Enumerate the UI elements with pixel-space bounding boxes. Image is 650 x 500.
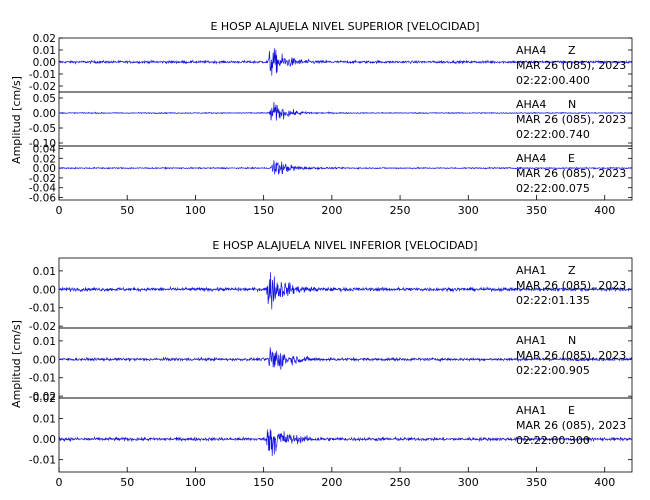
- chart-inferior-panel-2-station-label: AHA1: [516, 334, 546, 347]
- chart-inferior-panel-3-waveform: [58, 428, 633, 457]
- chart-superior-panel-1-date-label: MAR 26 (085), 2023: [516, 59, 626, 72]
- chart-inferior-ylabel: Amplitud [cm/s]: [10, 320, 23, 408]
- chart-superior-panel-2-station-label: AHA4: [516, 98, 546, 111]
- chart-inferior-panel-3-ytick-label: 0.01: [33, 414, 56, 426]
- chart-inferior-panel-1-ytick-label: 0.00: [33, 284, 56, 296]
- chart-inferior-panel-2-time-label: 02:22:00.905: [516, 364, 590, 377]
- x-tick-label: 0: [56, 204, 63, 217]
- chart-inferior-panel-1-ytick-label: 0.01: [33, 266, 56, 278]
- x-tick-label: 250: [390, 204, 411, 217]
- chart-superior-ylabel: Amplitud [cm/s]: [10, 76, 23, 164]
- chart-superior-panel-2-time-label: 02:22:00.740: [516, 128, 590, 141]
- chart-inferior-panel-1-component-label: Z: [568, 264, 576, 277]
- chart-superior-panel-3-time-label: 02:22:00.075: [516, 182, 590, 195]
- chart-superior-panel-3-ytick-label: 0.00: [33, 163, 56, 175]
- x-tick-label: 50: [120, 204, 134, 217]
- chart-superior-panel-2-ytick-label: 0.00: [33, 108, 56, 120]
- chart-inferior-panel-1-station-label: AHA1: [516, 264, 546, 277]
- x-tick-label: 300: [458, 204, 479, 217]
- chart-superior-x-axis: 0 50 100 150 200 250 300 350 400: [56, 195, 615, 217]
- chart-superior-panel-3-ytick-label: 0.02: [33, 153, 56, 165]
- chart-superior-panel-3-component-label: E: [568, 152, 575, 165]
- chart-superior-panel-1-ytick-label: 0.02: [33, 33, 56, 45]
- x-tick-label: 350: [526, 476, 547, 489]
- chart-inferior-x-axis: 0 50 100 150 200 250 300 350 400: [56, 467, 615, 489]
- x-tick-label: 150: [253, 476, 274, 489]
- chart-inferior-panel-1-date-label: MAR 26 (085), 2023: [516, 279, 626, 292]
- chart-superior-panel-2-ytick-label: 0.05: [33, 93, 56, 105]
- chart-superior-panel-3-ytick-label: -0.06: [29, 193, 56, 205]
- chart-inferior-panel-3-frame: [58, 397, 633, 473]
- chart-inferior-panel-3-station-label: AHA1: [516, 404, 546, 417]
- x-tick-label: 350: [526, 204, 547, 217]
- chart-superior-panel-3-frame: [58, 145, 633, 201]
- chart-inferior-panel-2-component-label: N: [568, 334, 576, 347]
- chart-superior-title: E HOSP ALAJUELA NIVEL SUPERIOR [VELOCIDA…: [210, 20, 479, 33]
- chart-inferior-panel-2-ytick-label: -0.01: [29, 373, 56, 385]
- chart-superior-panel-2-waveform: [58, 101, 633, 121]
- chart-inferior-panel-3-ytick-label: 0.00: [33, 434, 56, 446]
- chart-inferior-panel-2-waveform: [58, 347, 633, 370]
- x-tick-label: 0: [56, 476, 63, 489]
- chart-superior-panel-3-waveform: [58, 160, 633, 175]
- chart-superior-panel-3-station-label: AHA4: [516, 152, 546, 165]
- chart-superior-panel-2-ytick-label: -0.05: [29, 123, 56, 135]
- chart-superior-panel-2-ytick-label: -0.10: [29, 138, 56, 150]
- x-tick-label: 400: [594, 476, 615, 489]
- x-tick-label: 150: [253, 204, 274, 217]
- chart-superior-panel-1-ytick-label: -0.01: [29, 69, 56, 81]
- chart-inferior-panel-2-ytick-label: 0.00: [33, 354, 56, 366]
- chart-inferior-panel-2-ytick-label: 0.01: [33, 336, 56, 348]
- chart-superior-panel-3-ytick-label: 0.04: [33, 143, 57, 155]
- x-tick-label: 200: [321, 476, 342, 489]
- x-tick-label: 400: [594, 204, 615, 217]
- chart-inferior-title: E HOSP ALAJUELA NIVEL INFERIOR [VELOCIDA…: [212, 239, 477, 252]
- chart-inferior-panel-3-date-label: MAR 26 (085), 2023: [516, 419, 626, 432]
- chart-superior-panel-2-date-label: MAR 26 (085), 2023: [516, 113, 626, 126]
- chart-superior-panel-1-ytick-label: 0.01: [33, 45, 56, 57]
- chart-inferior-panel-3-ytick-label: 0.02: [33, 393, 56, 405]
- chart-superior-panel-3-ytick-label: -0.04: [29, 183, 56, 195]
- chart-superior-panel-1-waveform: [58, 48, 633, 76]
- x-tick-label: 100: [185, 476, 206, 489]
- chart-superior-panel-1-ytick-label: 0.00: [33, 57, 56, 69]
- chart-inferior-panel-1-ytick-label: -0.01: [29, 303, 56, 315]
- x-tick-label: 250: [390, 476, 411, 489]
- chart-inferior-panel-3-component-label: E: [568, 404, 575, 417]
- chart-inferior-panel-2-ytick-label: -0.02: [29, 391, 56, 403]
- chart-superior-panel-1-station-label: AHA4: [516, 44, 546, 57]
- chart-inferior-panel-1-time-label: 02:22:01.135: [516, 294, 590, 307]
- chart-inferior-panel-1-waveform: [58, 272, 633, 310]
- chart-inferior-panel-2-date-label: MAR 26 (085), 2023: [516, 349, 626, 362]
- x-tick-label: 100: [185, 204, 206, 217]
- x-tick-label: 300: [458, 476, 479, 489]
- chart-superior-panel-1-ytick-label: -0.02: [29, 81, 56, 93]
- chart-inferior: E HOSP ALAJUELA NIVEL INFERIOR [VELOCIDA…: [10, 239, 633, 489]
- chart-inferior-panel-1-ytick-label: -0.02: [29, 321, 56, 333]
- chart-superior-panel-3-ytick-label: -0.02: [29, 173, 56, 185]
- chart-superior-panel-3-date-label: MAR 26 (085), 2023: [516, 167, 626, 180]
- x-tick-label: 200: [321, 204, 342, 217]
- chart-inferior-panel-3-time-label: 02:22:00.300: [516, 434, 590, 447]
- chart-superior-panel-1-time-label: 02:22:00.400: [516, 74, 590, 87]
- chart-superior-panel-2-component-label: N: [568, 98, 576, 111]
- chart-superior-panel-1-component-label: Z: [568, 44, 576, 57]
- x-tick-label: 50: [120, 476, 134, 489]
- chart-superior: E HOSP ALAJUELA NIVEL SUPERIOR [VELOCIDA…: [10, 20, 633, 217]
- chart-inferior-panels: 0.01 0.00 -0.01 -0.02 AHA1 Z MAR 26 (085), 202…: [29, 257, 633, 473]
- chart-inferior-panel-3-ytick-label: -0.01: [29, 455, 56, 467]
